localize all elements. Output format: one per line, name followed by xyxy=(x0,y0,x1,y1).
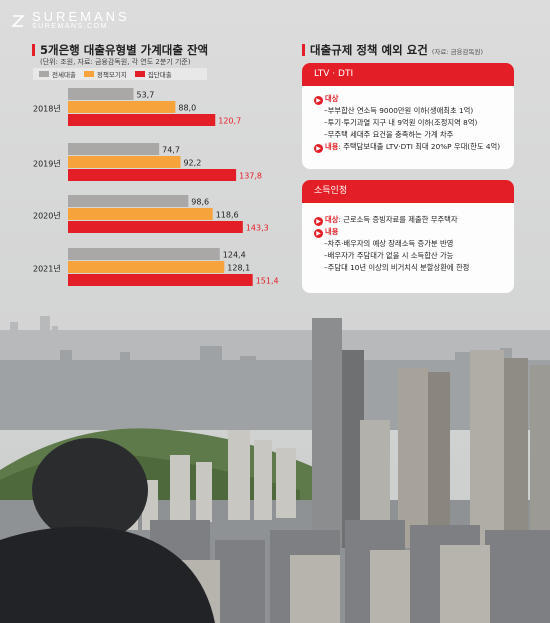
legend-swatch-icon xyxy=(39,71,49,77)
bar xyxy=(68,143,160,155)
bar-value-label: 120,7 xyxy=(218,117,241,126)
logo-name: SUREMANS xyxy=(32,9,130,24)
list-item: –투기·투기과열 지구 내 9억원 이하(조정지역 8억) xyxy=(324,118,478,127)
legend-item-jeonse: 전세대출 xyxy=(39,69,76,79)
category-label: 2020년 xyxy=(33,211,61,221)
title-accent-bar xyxy=(32,44,35,56)
legend-swatch-icon xyxy=(83,71,94,77)
content-text: : 주택담보대출 LTV·DTI 최대 20%P 우대(한도 4억) xyxy=(338,142,501,151)
bar-value-label: 53,7 xyxy=(137,91,155,100)
ltv-target-row: ▶ 대상 xyxy=(314,93,504,105)
legend-item-policy-mortgage: 정책모기지 xyxy=(83,69,127,79)
income-content-row: ▶ 내용 xyxy=(314,226,504,238)
income-recognition-card: 소득인정 ▶ 대상: 근로소득 증빙자료를 제출한 무주택자 ▶ 내용 –차주·배우… xyxy=(302,180,514,293)
bar-value-label: 92,2 xyxy=(183,159,201,168)
legend-label: 집단대출 xyxy=(147,71,172,79)
suremans-logo: SUREMANS SUREMANS.COM xyxy=(10,10,130,31)
list-item: –부부합산 연소득 9000만원 이하(생애최초 1억) xyxy=(324,106,474,115)
bar-value-label: 143,3 xyxy=(246,224,269,233)
category-label: 2019년 xyxy=(33,159,61,169)
policy-panel-title: 대출규제 정책 예외 요건 (자료: 금융감독원) xyxy=(302,42,484,58)
bar-value-label: 118,6 xyxy=(216,211,239,220)
chart-subtitle: (단위: 조원, 자료: 금융감독원, 각 연도 2분기 기준) xyxy=(40,58,191,66)
category-label: 2018년 xyxy=(33,104,61,114)
list-item: –차주·배우자의 예상 장래소득 증가분 반영 xyxy=(324,239,454,248)
logo-subtitle: SUREMANS.COM xyxy=(32,23,108,30)
list-item: –배우자가 주담대가 없을 시 소득합산 가능 xyxy=(324,251,454,260)
ltv-dti-card: LTV · DTI ▶ 대상 –부부합산 연소득 9000만원 이하(생애최초 1… xyxy=(302,63,514,169)
logo-mark-icon xyxy=(11,14,25,27)
target-label: 대상 xyxy=(325,215,339,224)
bar xyxy=(68,101,176,113)
income-target-row: ▶ 대상: 근로소득 증빙자료를 제출한 무주택자 xyxy=(314,214,504,226)
list-item: –무주택 세대주 요건을 충족하는 가계 차주 xyxy=(324,130,454,139)
ltv-dti-card-header: LTV · DTI xyxy=(302,63,514,86)
list-item: –주담대 10년 이상의 비거치식 분할상환에 한정 xyxy=(324,263,470,272)
bar xyxy=(68,114,216,126)
legend-swatch-icon xyxy=(134,71,145,77)
content-label: 내용 xyxy=(325,227,339,236)
bar xyxy=(68,169,237,181)
chart-legend: 전세대출 정책모기지 집단대출 xyxy=(33,68,207,80)
chart-title-text: 5개은행 대출유형별 가계대출 잔액 xyxy=(40,43,209,57)
category-label: 2021년 xyxy=(33,264,61,274)
bar-value-label: 88,0 xyxy=(178,104,196,113)
content-label: 내용 xyxy=(325,142,339,151)
bar xyxy=(68,88,134,100)
ltv-content-row: ▶ 내용: 주택담보대출 LTV·DTI 최대 20%P 우대(한도 4억) xyxy=(314,141,504,153)
bar-value-label: 137,8 xyxy=(239,172,262,181)
policy-title-text: 대출규제 정책 예외 요건 xyxy=(310,43,428,57)
arrow-right-icon: ▶ xyxy=(314,229,323,238)
target-label: 대상 xyxy=(325,94,339,103)
bar-value-label: 128,1 xyxy=(227,264,250,273)
bar xyxy=(68,195,189,207)
bar xyxy=(68,248,220,260)
bar-value-label: 124,4 xyxy=(223,251,246,260)
bar xyxy=(68,261,225,273)
bar-value-label: 151,4 xyxy=(256,277,279,286)
target-text: : 근로소득 증빙자료를 제출한 무주택자 xyxy=(338,215,458,224)
title-accent-bar xyxy=(302,44,305,56)
legend-label: 정책모기지 xyxy=(96,71,127,79)
chart-title: 5개은행 대출유형별 가계대출 잔액 xyxy=(32,42,209,58)
bar xyxy=(68,221,243,233)
bar-value-label: 74,7 xyxy=(162,146,180,155)
policy-source: (자료: 금융감독원) xyxy=(431,48,484,56)
bar xyxy=(68,274,253,286)
arrow-right-icon: ▶ xyxy=(314,96,323,105)
bar-value-label: 98,6 xyxy=(191,198,209,207)
legend-label: 전세대출 xyxy=(52,71,76,79)
bar xyxy=(68,208,213,220)
bar xyxy=(68,156,181,168)
arrow-right-icon: ▶ xyxy=(314,217,323,226)
income-card-header: 소득인정 xyxy=(302,180,514,203)
legend-item-group-loan: 집단대출 xyxy=(134,69,172,79)
arrow-right-icon: ▶ xyxy=(314,144,323,153)
